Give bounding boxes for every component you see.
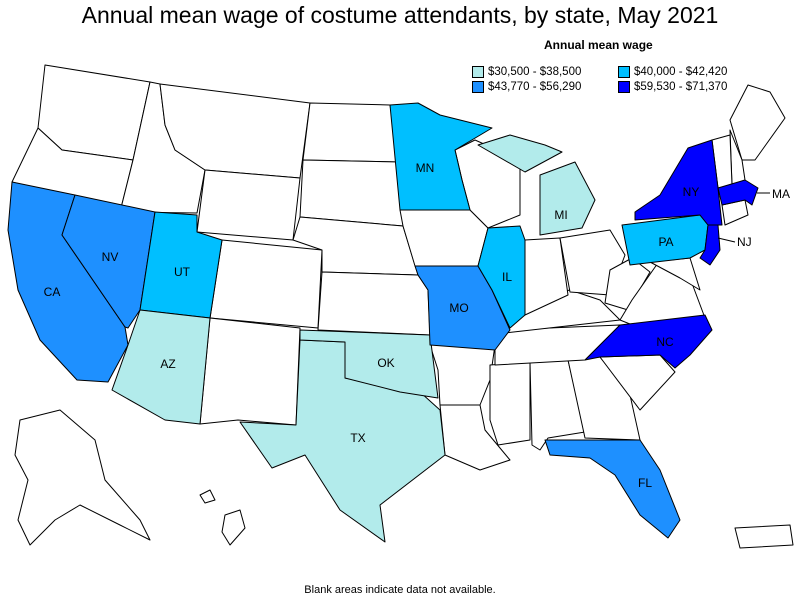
state-HI (199, 489, 246, 546)
legend-label-4: $59,530 - $71,370 (634, 81, 728, 93)
label-TX: TX (350, 431, 365, 445)
callout-line-nj (717, 237, 736, 243)
label-MN: MN (416, 161, 435, 175)
legend-item-4: $59,530 - $71,370 (618, 81, 727, 93)
state-IL (477, 225, 526, 329)
label-FL: FL (638, 476, 652, 490)
state-AZ (111, 309, 211, 425)
state-WY (196, 169, 301, 241)
legend-swatch-2 (618, 66, 630, 78)
state-NC (584, 314, 713, 369)
legend-label-3: $43,770 - $56,290 (488, 81, 582, 93)
state-NY (634, 139, 723, 226)
no-data-states (11, 64, 794, 549)
label-IL: IL (502, 270, 512, 284)
state-MI (477, 134, 596, 236)
state-NJ (699, 224, 721, 266)
label-PA: PA (658, 235, 673, 249)
footnote: Blank areas indicate data not available. (304, 584, 496, 596)
legend-item-3: $43,770 - $56,290 (472, 81, 581, 93)
legend-item-2: $40,000 - $42,420 (618, 66, 727, 78)
legend-title: Annual mean wage (544, 38, 653, 52)
label-UT: UT (174, 265, 191, 279)
label-OK: OK (377, 356, 394, 370)
state-AK (14, 409, 151, 546)
label-MI: MI (554, 208, 567, 222)
legend-item-1: $30,500 - $38,500 (472, 66, 581, 78)
legend-swatch-3 (472, 81, 484, 93)
state-MS (489, 361, 531, 446)
legend-swatch-1 (472, 66, 484, 78)
state-MA (717, 179, 759, 206)
label-NJ: NJ (737, 235, 752, 249)
legend-swatch-4 (618, 81, 630, 93)
state-KS (317, 271, 431, 336)
legend-label-1: $30,500 - $38,500 (488, 66, 582, 78)
state-CO (209, 239, 323, 329)
state-ND (302, 102, 401, 163)
state-IA (399, 209, 489, 267)
label-NV: NV (102, 250, 119, 264)
state-FL (544, 439, 681, 539)
state-SD (299, 159, 404, 227)
state-ME (729, 84, 786, 161)
state-MN (389, 102, 493, 211)
state-AR (429, 344, 496, 406)
map-title: Annual mean wage of costume attendants, … (81, 2, 719, 28)
state-NM (199, 317, 301, 426)
legend-label-2: $40,000 - $42,420 (634, 66, 728, 78)
label-CA: CA (44, 285, 61, 299)
label-AZ: AZ (160, 357, 175, 371)
label-MO: MO (449, 301, 468, 315)
state-PR (734, 524, 794, 549)
label-MA: MA (772, 187, 790, 201)
label-NC: NC (656, 335, 674, 349)
label-NY: NY (683, 185, 700, 199)
